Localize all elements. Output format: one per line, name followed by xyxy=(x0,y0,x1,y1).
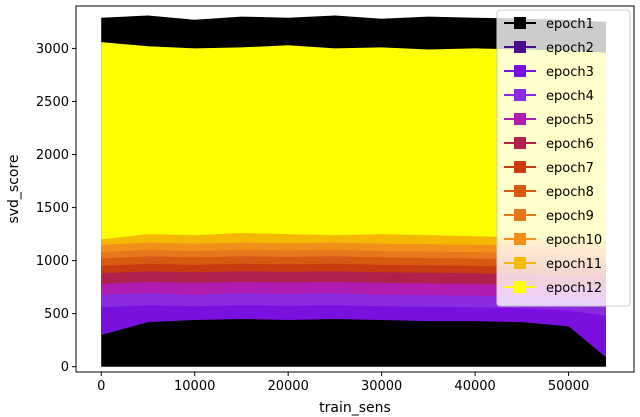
series-band-epoch5 xyxy=(101,278,606,301)
legend-marker-epoch2 xyxy=(514,41,526,53)
series-band-epoch12 xyxy=(101,42,606,242)
legend-marker-epoch6 xyxy=(514,137,526,149)
legend-marker-epoch5 xyxy=(514,113,526,125)
y-tick-label: 2500 xyxy=(36,95,69,110)
x-tick-label: 30000 xyxy=(361,379,402,394)
legend-label-epoch10: epoch10 xyxy=(546,233,602,248)
x-axis: 0 10000 20000 30000 40000 50000 xyxy=(97,372,589,394)
legend-marker-epoch8 xyxy=(514,185,526,197)
legend-label-epoch2: epoch2 xyxy=(546,41,594,56)
legend-label-epoch3: epoch3 xyxy=(546,65,594,80)
y-tick-label: 2000 xyxy=(36,148,69,163)
legend-label-epoch6: epoch6 xyxy=(546,137,594,152)
legend-box xyxy=(496,9,631,307)
legend-marker-epoch9 xyxy=(514,209,526,221)
legend-marker-epoch1 xyxy=(514,17,526,29)
series-band-epoch3 xyxy=(101,300,606,358)
legend-marker-epoch12 xyxy=(514,281,526,293)
y-axis-label: svd_score xyxy=(6,154,22,223)
legend-marker-epoch3 xyxy=(514,65,526,77)
x-tick-label: 20000 xyxy=(267,379,308,394)
y-tick-label: 1500 xyxy=(36,201,69,216)
series-layer xyxy=(101,15,606,367)
x-tick-label: 40000 xyxy=(454,379,495,394)
y-tick-label: 1000 xyxy=(36,254,69,269)
legend-label-epoch12: epoch12 xyxy=(546,281,602,296)
y-axis: 0 500 1000 1500 2000 2500 3000 xyxy=(36,42,76,375)
legend-label-epoch4: epoch4 xyxy=(546,89,594,104)
legend-label-epoch7: epoch7 xyxy=(546,161,594,176)
x-tick-label: 10000 xyxy=(174,379,215,394)
y-tick-label: 3000 xyxy=(36,42,69,57)
x-tick-label: 0 xyxy=(97,379,105,394)
legend: epoch1 epoch2 epoch3 epoch4 epoch5 epoch6 epoc… xyxy=(496,9,631,307)
legend-label-epoch5: epoch5 xyxy=(546,113,594,128)
legend-marker-epoch10 xyxy=(514,233,526,245)
y-tick-label: 0 xyxy=(61,360,69,375)
series-band-epoch4 xyxy=(101,292,606,316)
legend-marker-epoch11 xyxy=(514,257,526,269)
legend-label-epoch1: epoch1 xyxy=(546,17,594,32)
legend-label-epoch9: epoch9 xyxy=(546,209,594,224)
y-tick-label: 500 xyxy=(44,307,69,322)
x-tick-label: 50000 xyxy=(548,379,589,394)
legend-label-epoch8: epoch8 xyxy=(546,185,594,200)
legend-marker-epoch4 xyxy=(514,89,526,101)
plot-frame xyxy=(75,5,635,373)
x-axis-label: train_sens xyxy=(319,400,391,416)
legend-marker-epoch7 xyxy=(514,161,526,173)
legend-label-epoch11: epoch11 xyxy=(546,257,602,272)
